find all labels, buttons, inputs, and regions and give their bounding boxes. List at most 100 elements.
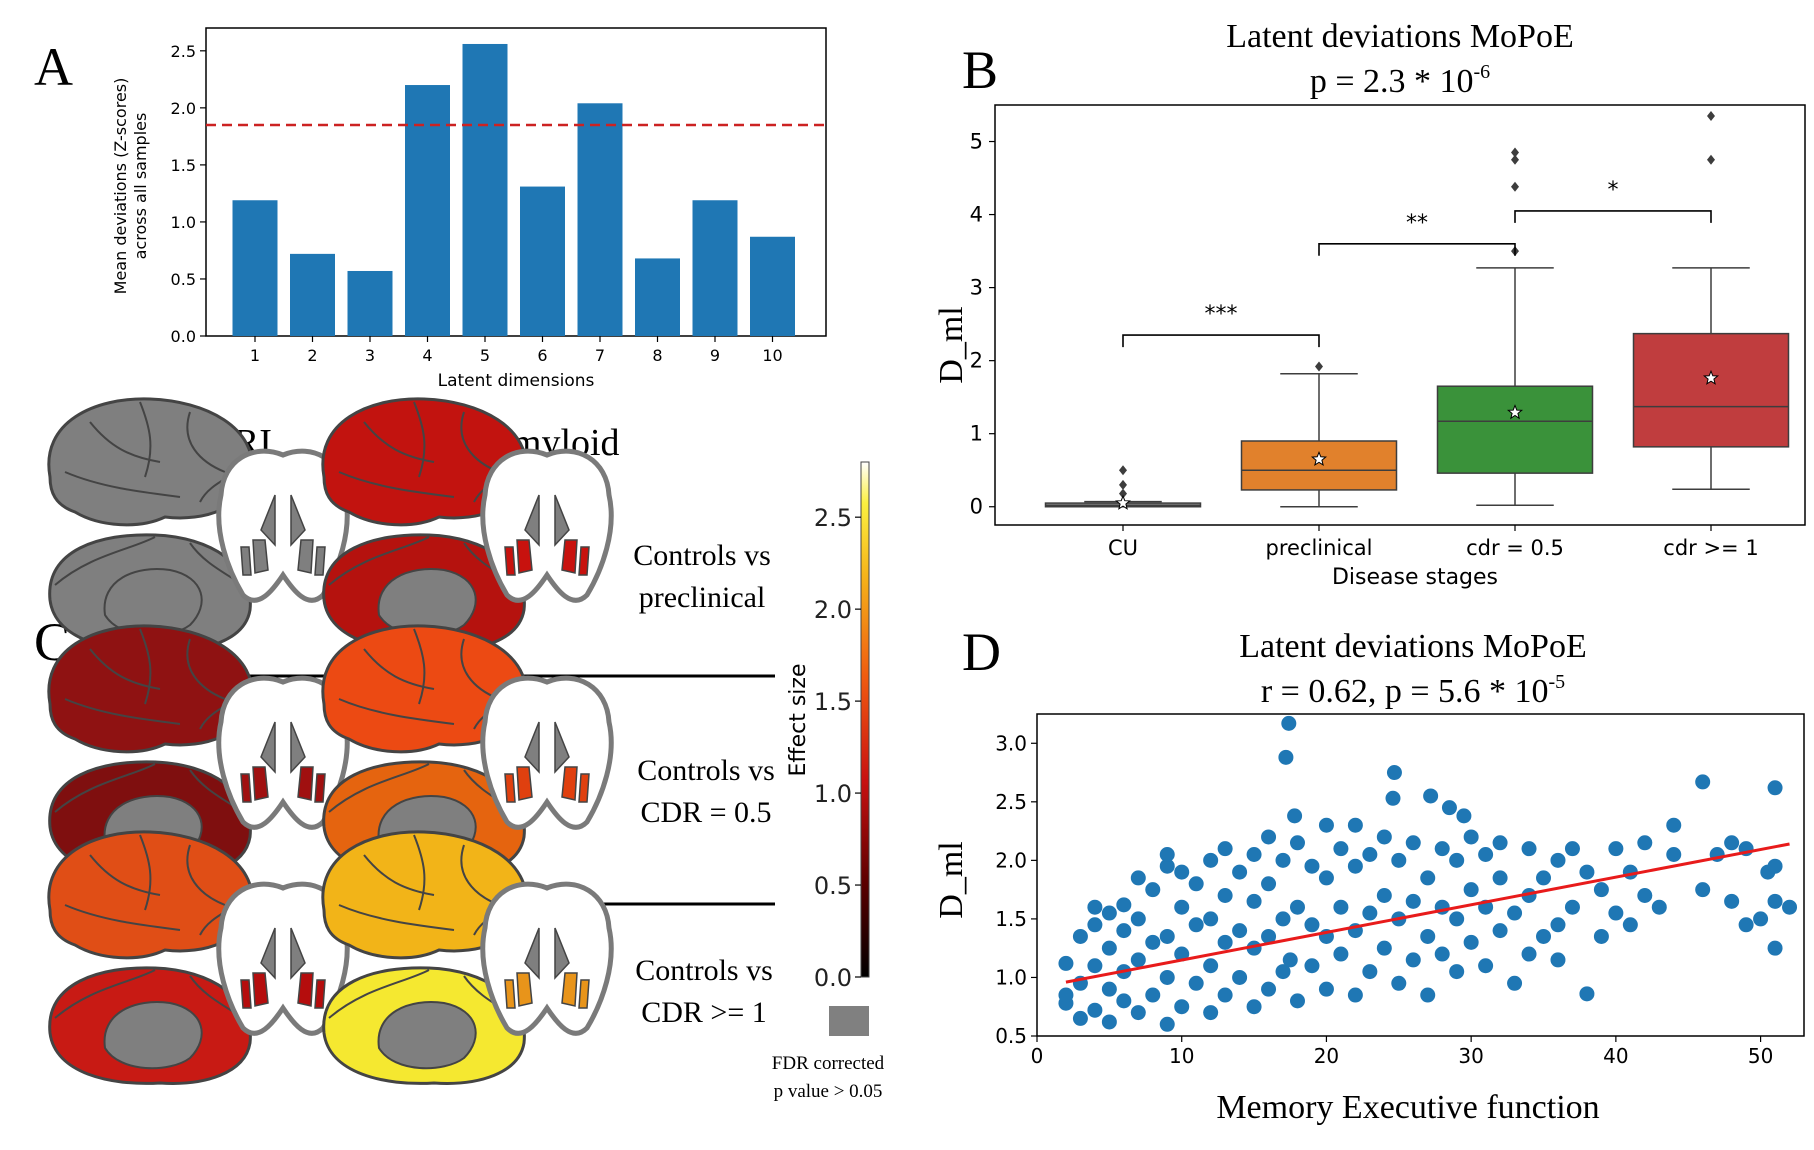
scatter-point (1420, 870, 1436, 886)
scatter-point (1767, 940, 1783, 956)
outlier-marker (1315, 361, 1323, 372)
row-label-3-line1: Controls vs (635, 954, 773, 987)
scatter-point (1492, 870, 1508, 886)
colorbar-tick-label: 0.0 (814, 964, 852, 992)
x-tick-label: 20 (1314, 1044, 1339, 1068)
scatter-point (1767, 858, 1783, 874)
scatter-point (1282, 952, 1298, 968)
x-tick-label: 0 (1031, 1044, 1044, 1068)
scatter-point (1159, 1016, 1175, 1032)
scatter-point (1217, 934, 1233, 950)
scatter-point (1420, 928, 1436, 944)
colorbar-label: Effect size (786, 664, 811, 777)
scatter-point (1637, 835, 1653, 851)
scatter-point (1724, 835, 1740, 851)
scatter-point (1362, 964, 1378, 980)
scatter-point (1261, 928, 1277, 944)
scatter-point (1608, 905, 1624, 921)
scatter-point (1579, 986, 1595, 1002)
scatter-point (1318, 981, 1334, 997)
scatter-point (1362, 905, 1378, 921)
panel-b-pvalue-base: p = 2.3 * 10 (1310, 63, 1474, 100)
scatter-point (1441, 800, 1457, 816)
scatter-point (1174, 999, 1190, 1015)
scatter-point (1622, 917, 1638, 933)
scatter-point (1478, 958, 1494, 974)
panel-d-stats-base: r = 0.62, p = 5.6 * 10 (1261, 673, 1549, 710)
bar (347, 270, 393, 336)
x-tick-label: cdr = 0.5 (1466, 536, 1564, 560)
scatter-point (1116, 923, 1132, 939)
outlier-marker (1119, 488, 1127, 499)
scatter-point (1651, 899, 1667, 915)
scatter-point (1203, 958, 1219, 974)
x-tick-label: 2 (307, 346, 317, 365)
panel-a-bar-chart: 0.0 0.5 1.0 1.5 2.0 2.5 1 2 3 4 5 6 7 8 9 10 Mean devi… (111, 27, 827, 391)
colorbar-tick-label: 2.5 (814, 504, 852, 532)
mri-coronal-slice (216, 675, 350, 830)
x-tick-label: cdr >= 1 (1663, 536, 1758, 560)
y-tick-label: 2.0 (171, 99, 196, 118)
scatter-point (1391, 975, 1407, 991)
scatter-point (1203, 1005, 1219, 1021)
x-tick-label: 3 (365, 346, 375, 365)
scatter-point (1362, 847, 1378, 863)
x-tick-label: 10 (1169, 1044, 1194, 1068)
scatter-point (1217, 841, 1233, 857)
panel-d-axes-frame (1036, 713, 1805, 1037)
x-tick-label: 1 (250, 346, 260, 365)
scatter-point (1507, 905, 1523, 921)
y-tick-label: 2 (970, 349, 983, 373)
scatter-point (1188, 975, 1204, 991)
scatter-point (1087, 899, 1103, 915)
scatter-point (1564, 841, 1580, 857)
scatter-point (1463, 934, 1479, 950)
y-tick-label: 1.5 (171, 156, 196, 175)
x-tick-label: 9 (710, 346, 720, 365)
scatter-point (1550, 852, 1566, 868)
amyloid-coronal-slice (480, 675, 614, 830)
scatter-point (1087, 1002, 1103, 1018)
panel-b-title: Latent deviations MoPoE (1226, 18, 1574, 55)
bar (520, 186, 565, 336)
scatter-point (1304, 958, 1320, 974)
panel-letter-b: B (962, 40, 998, 100)
regression-line (1065, 842, 1790, 984)
scatter-point (1753, 911, 1769, 927)
panel-d-stats: r = 0.62, p = 5.6 * 10-5 (1261, 671, 1565, 710)
scatter-point (1116, 993, 1132, 1009)
scatter-point (1376, 887, 1392, 903)
panel-b-box-chart: Latent deviations MoPoE p = 2.3 * 10-6 0… (933, 18, 1806, 590)
y-tick-label: 0.5 (171, 270, 196, 289)
x-tick-label: 10 (762, 346, 782, 365)
x-tick-label: 30 (1458, 1044, 1483, 1068)
scatter-point (1261, 876, 1277, 892)
y-tick-label: 0.0 (171, 327, 196, 346)
scatter-point (1159, 847, 1175, 863)
panel-b-ylabel: D_ml (933, 306, 970, 383)
row-label-2-line1: Controls vs (637, 754, 775, 787)
y-tick-label: 4 (970, 203, 983, 227)
x-tick-label: 40 (1603, 1044, 1628, 1068)
grey-legend-line2: p value > 0.05 (774, 1081, 883, 1102)
scatter-point (1724, 893, 1740, 909)
significance-bracket (1514, 210, 1712, 223)
scatter-point (1376, 829, 1392, 845)
scatter-point (1492, 835, 1508, 851)
outlier-marker (1119, 479, 1127, 490)
scatter-point (1666, 847, 1682, 863)
mri-coronal-slice (216, 881, 350, 1036)
colorbar-tick-label: 2.0 (814, 596, 852, 624)
significance-bracket (1122, 334, 1320, 348)
scatter-point (1087, 958, 1103, 974)
box (1632, 332, 1790, 448)
scatter-point (1246, 893, 1262, 909)
panel-a-ylabel-line2: across all samples (131, 113, 150, 260)
scatter-point (1116, 897, 1132, 913)
scatter-point (1385, 790, 1401, 806)
outlier-marker (1511, 154, 1519, 165)
scatter-point (1203, 852, 1219, 868)
outlier-marker (1511, 181, 1519, 192)
scatter-point (1386, 765, 1402, 781)
scatter-point (1550, 952, 1566, 968)
